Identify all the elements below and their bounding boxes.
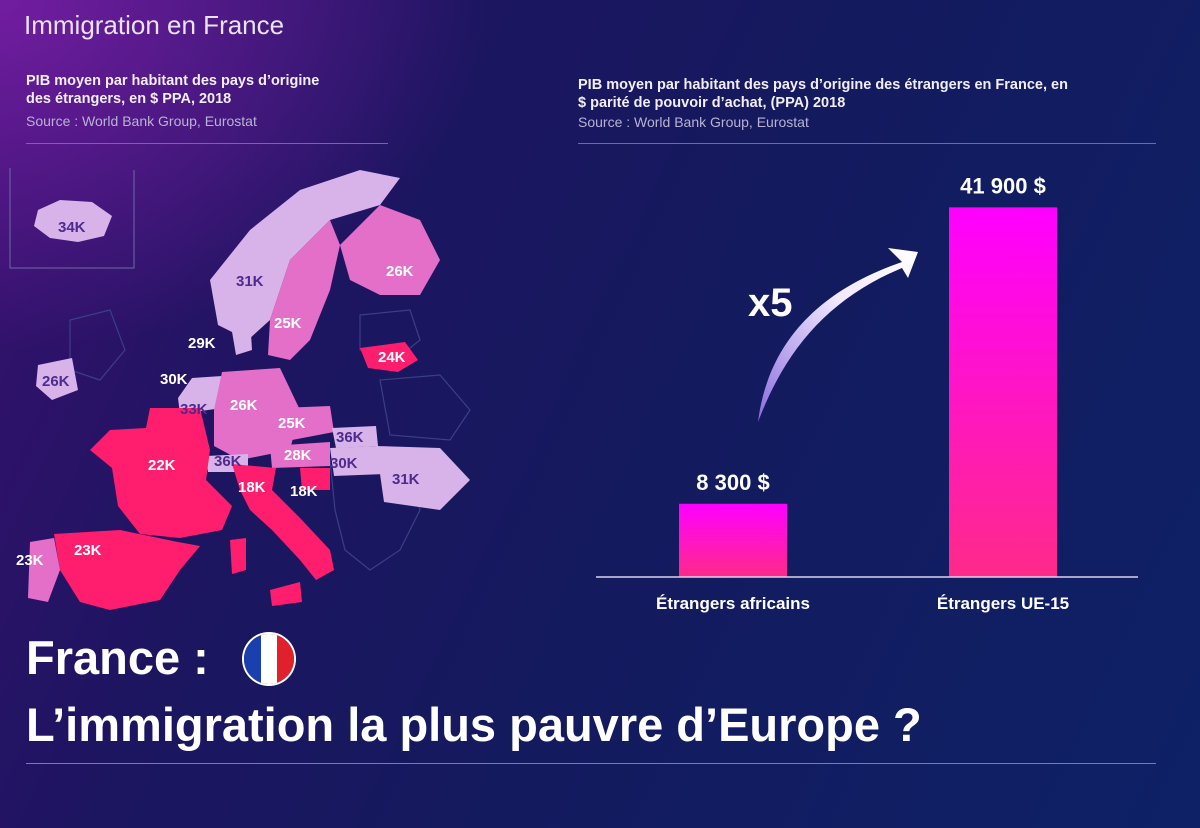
spain-label: 23K	[74, 542, 102, 559]
norway-label: 31K	[236, 273, 264, 290]
lithuania-label: 24K	[378, 349, 406, 366]
italy-label: 18K	[238, 479, 266, 496]
sardinia-shape	[230, 538, 246, 574]
denmark-shape	[230, 318, 252, 355]
finland-label: 26K	[386, 263, 414, 280]
map-title-line2: des étrangers, en $ PPA, 2018	[26, 91, 232, 107]
finland-shape	[340, 205, 440, 295]
bar-title: PIB moyen par habitant des pays d’origin…	[578, 76, 1068, 112]
bottom-divider	[26, 763, 1156, 764]
france-label: 22K	[148, 457, 176, 474]
multiplier-label: x5	[748, 281, 793, 325]
iceland-label: 34K	[58, 219, 86, 236]
iceland-inset-frame	[9, 168, 135, 269]
page-title: Immigration en France	[24, 10, 285, 40]
czechia-label: 25K	[278, 415, 306, 432]
portugal-label: 23K	[16, 552, 44, 569]
bar-divider	[578, 143, 1156, 144]
lithuania-shape	[360, 342, 418, 372]
slovakia-label: 36K	[336, 429, 364, 446]
bar-2	[949, 207, 1057, 578]
map-title-line1: PIB moyen par habitant des pays d’origin…	[26, 73, 320, 89]
benelux-shape	[178, 376, 222, 414]
spain-shape	[54, 530, 200, 610]
norway-shape	[210, 170, 400, 340]
hungary-shape	[330, 446, 384, 476]
switzerland-label: 36K	[214, 453, 242, 470]
austria-shape	[270, 442, 330, 468]
slovenia-label: 18K	[290, 483, 318, 500]
bar-value-label-2: 41 900 $	[960, 173, 1046, 198]
iceland-shape	[34, 200, 112, 242]
bar-title-line2: $ parité de pouvoir d’achat, (PPA) 2018	[578, 95, 846, 111]
ukraine-outline	[379, 374, 471, 441]
ireland-shape	[36, 358, 78, 400]
belgium-label: 33K	[180, 401, 208, 418]
romania-shape	[376, 446, 470, 510]
austria-label: 28K	[284, 447, 312, 464]
hungary-label: 30K	[330, 455, 358, 472]
ireland-label: 26K	[42, 373, 70, 390]
bar-source: Source : World Bank Group, Eurostat	[578, 114, 809, 130]
sweden-shape	[268, 220, 340, 360]
bar-title-line1: PIB moyen par habitant des pays d’origin…	[578, 77, 1068, 93]
netherlands-label: 30K	[160, 371, 188, 388]
french-flag-icon	[244, 634, 294, 684]
uk-outline	[69, 309, 126, 381]
category-label-1: Étrangers africains	[656, 594, 810, 613]
map-source: Source : World Bank Group, Eurostat	[26, 113, 257, 129]
map-title: PIB moyen par habitant des pays d’origin…	[26, 72, 319, 108]
denmark-label: 29K	[188, 335, 216, 352]
bar-1	[679, 503, 787, 577]
category-label-2: Étrangers UE-15	[937, 594, 1069, 613]
italy-shape	[232, 464, 334, 580]
germany-shape	[214, 368, 300, 460]
growth-arrow-icon	[758, 248, 918, 422]
bar-chart: 8 300 $ Étrangers africains 41 900 $ Étrang…	[596, 173, 1138, 613]
france-shape	[90, 408, 232, 538]
headline-line1: France :	[26, 631, 209, 684]
headline-line2: L’immigration la plus pauvre d’Europe ?	[26, 698, 922, 751]
europe-map: 34K 31K 26K 25K 29K 24K 26K 30K 33K 26K 25K 36K 28K 3…	[9, 168, 471, 610]
czechia-shape	[280, 406, 334, 440]
portugal-shape	[28, 538, 60, 602]
germany-label: 26K	[230, 397, 258, 414]
slovenia-shape	[300, 468, 330, 490]
map-divider	[26, 143, 388, 144]
sicily-shape	[270, 582, 302, 606]
romania-label: 31K	[392, 471, 420, 488]
sweden-label: 25K	[274, 315, 302, 332]
slovakia-shape	[332, 426, 378, 448]
bar-value-label-1: 8 300 $	[696, 470, 769, 495]
